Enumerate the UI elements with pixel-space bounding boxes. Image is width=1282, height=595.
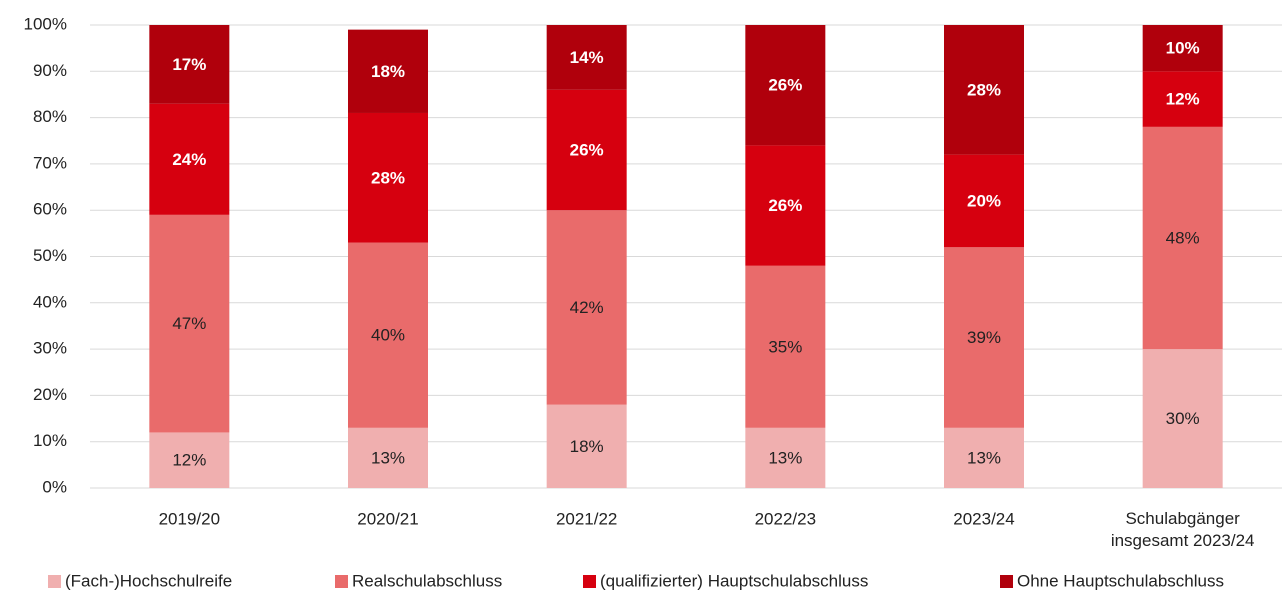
- bar-segment: [149, 214, 230, 433]
- bar-segment: [944, 427, 1024, 488]
- legend-swatch: [335, 575, 348, 588]
- data-label: 20%: [967, 191, 1001, 210]
- bar-segment: [944, 154, 1024, 248]
- bar-segment: [745, 427, 826, 488]
- bar-segment: [546, 210, 627, 405]
- y-tick-label: 30%: [33, 339, 67, 358]
- data-label: 10%: [1166, 39, 1200, 58]
- data-label: 26%: [768, 76, 802, 95]
- bar-segment: [1142, 126, 1223, 350]
- legend-label: Realschulabschluss: [352, 571, 502, 590]
- data-label: 48%: [1166, 228, 1200, 247]
- data-label: 26%: [768, 196, 802, 215]
- y-tick-label: 40%: [33, 292, 67, 311]
- bar-segment: [745, 265, 826, 428]
- bar-segment: [348, 29, 428, 113]
- bar-segment: [546, 25, 627, 90]
- bar-segment: [149, 432, 230, 488]
- legend-label: Ohne Hauptschulabschluss: [1017, 571, 1224, 590]
- x-tick-label: 2021/22: [556, 509, 617, 528]
- data-label: 28%: [967, 80, 1001, 99]
- y-tick-label: 100%: [24, 14, 67, 33]
- y-tick-label: 50%: [33, 246, 67, 265]
- x-tick-label: 2020/21: [357, 509, 418, 528]
- legend-label: (qualifizierter) Hauptschulabschluss: [600, 571, 868, 590]
- bar-segment: [149, 25, 230, 104]
- y-tick-label: 10%: [33, 431, 67, 450]
- x-tick-label: Schulabgänger insgesamt 2023/24: [1111, 509, 1255, 550]
- bar-segment: [944, 25, 1024, 155]
- data-label: 13%: [768, 448, 802, 467]
- data-label: 12%: [1166, 90, 1200, 109]
- bar-segment: [1142, 25, 1223, 72]
- bar-segment: [149, 103, 230, 215]
- bar-segment: [745, 145, 826, 266]
- data-label: 18%: [570, 437, 604, 456]
- y-tick-label: 20%: [33, 385, 67, 404]
- bar-segment: [1142, 71, 1223, 127]
- y-tick-label: 80%: [33, 107, 67, 126]
- bar-segment: [348, 427, 428, 488]
- data-label: 30%: [1166, 409, 1200, 428]
- x-tick-label: 2022/23: [755, 509, 816, 528]
- y-tick-label: 60%: [33, 200, 67, 219]
- bar-segment: [745, 25, 826, 146]
- data-label: 14%: [570, 48, 604, 67]
- data-label: 42%: [570, 298, 604, 317]
- legend-swatch: [583, 575, 596, 588]
- y-tick-label: 70%: [33, 153, 67, 172]
- data-label: 12%: [172, 451, 206, 470]
- data-label: 40%: [371, 326, 405, 345]
- bar-segment: [348, 112, 428, 243]
- data-label: 13%: [967, 448, 1001, 467]
- legend-swatch: [48, 575, 61, 588]
- legend-label: (Fach-)Hochschulreife: [65, 571, 232, 590]
- data-label: 39%: [967, 328, 1001, 347]
- bar-segment: [348, 242, 428, 428]
- bar-segment: [546, 89, 627, 211]
- x-tick-label: 2023/24: [953, 509, 1014, 528]
- data-label: 35%: [768, 337, 802, 356]
- bar-segment: [546, 404, 627, 488]
- y-tick-label: 90%: [33, 61, 67, 80]
- data-label: 24%: [172, 150, 206, 169]
- x-tick-label: 2019/20: [159, 509, 220, 528]
- data-label: 26%: [570, 140, 604, 159]
- data-label: 28%: [371, 168, 405, 187]
- data-label: 17%: [172, 55, 206, 74]
- legend-swatch: [1000, 575, 1013, 588]
- y-tick-label: 0%: [42, 477, 67, 496]
- bar-segment: [944, 247, 1024, 428]
- bar-segment: [1142, 349, 1223, 488]
- data-label: 47%: [172, 314, 206, 333]
- data-label: 18%: [371, 62, 405, 81]
- data-label: 13%: [371, 448, 405, 467]
